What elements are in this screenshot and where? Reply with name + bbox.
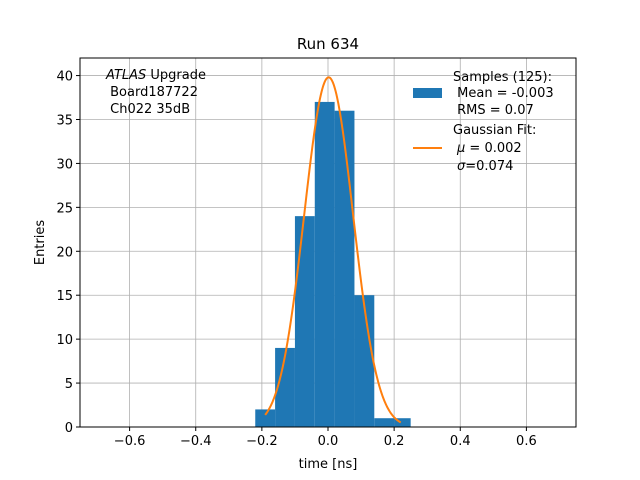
histogram-bar — [314, 101, 335, 427]
annotation-channel: Ch022 35dB — [106, 102, 190, 117]
y-tick-label: 30 — [56, 157, 73, 172]
histogram-bar — [374, 418, 395, 427]
y-tick-label: 35 — [56, 114, 73, 129]
y-tick-label: 10 — [56, 333, 73, 348]
chart-title: Run 634 — [297, 35, 359, 53]
run-annotation: ATLAS Upgrade Board187722 Ch022 35dB — [105, 68, 206, 117]
y-axis-ticks: 0 5 10 15 20 25 30 35 40 — [56, 70, 80, 436]
histogram-bar — [354, 295, 375, 427]
legend-fit-sigma: σ=0.074 — [457, 159, 513, 174]
y-tick-label: 20 — [56, 245, 73, 260]
x-tick-label: −0.2 — [246, 434, 278, 449]
x-tick-label: −0.4 — [180, 434, 212, 449]
legend-sigma-value: =0.074 — [465, 159, 513, 174]
annotation-experiment-suffix: Upgrade — [146, 68, 206, 83]
x-axis-ticks: −0.6 −0.4 −0.2 0.0 0.2 0.4 0.6 — [114, 427, 537, 449]
x-tick-label: −0.6 — [114, 434, 146, 449]
legend-samples-rms: RMS = 0.07 — [453, 103, 534, 118]
legend-samples-mean: Mean = -0.003 — [453, 86, 554, 101]
histogram-bar — [275, 347, 295, 427]
gaussian-fit-line-group — [264, 76, 402, 424]
legend-samples-title: Samples (125): — [453, 70, 552, 85]
histogram-bar — [255, 409, 276, 427]
legend-sigma-symbol: σ — [457, 159, 466, 174]
y-tick-label: 40 — [56, 70, 73, 85]
annotation-board: Board187722 — [106, 85, 198, 100]
legend-fit-title: Gaussian Fit: — [453, 123, 536, 138]
legend-fit-mu: μ = 0.002 — [456, 141, 522, 156]
x-tick-label: 0.6 — [516, 434, 537, 449]
legend-mu-value: = 0.002 — [465, 141, 521, 156]
y-tick-label: 5 — [65, 377, 73, 392]
legend-mu-symbol: μ — [456, 141, 465, 156]
y-tick-label: 0 — [65, 421, 73, 436]
y-axis-label: Entries — [33, 220, 48, 266]
y-tick-label: 15 — [56, 289, 73, 304]
x-tick-label: 0.0 — [318, 434, 339, 449]
histogram-bar — [294, 216, 315, 427]
annotation-experiment: ATLAS — [105, 68, 146, 83]
gaussian-fit-line — [264, 76, 402, 424]
histogram-bar — [394, 418, 411, 427]
x-tick-label: 0.2 — [384, 434, 405, 449]
y-tick-label: 25 — [56, 201, 73, 216]
histogram-bar — [334, 110, 355, 427]
legend-samples-swatch — [413, 88, 442, 98]
legend: Samples (125): Mean = -0.003 RMS = 0.07 … — [413, 70, 554, 174]
x-tick-label: 0.4 — [450, 434, 471, 449]
x-axis-label: time [ns] — [299, 457, 358, 472]
annotation-line-1: ATLAS Upgrade — [105, 68, 206, 83]
